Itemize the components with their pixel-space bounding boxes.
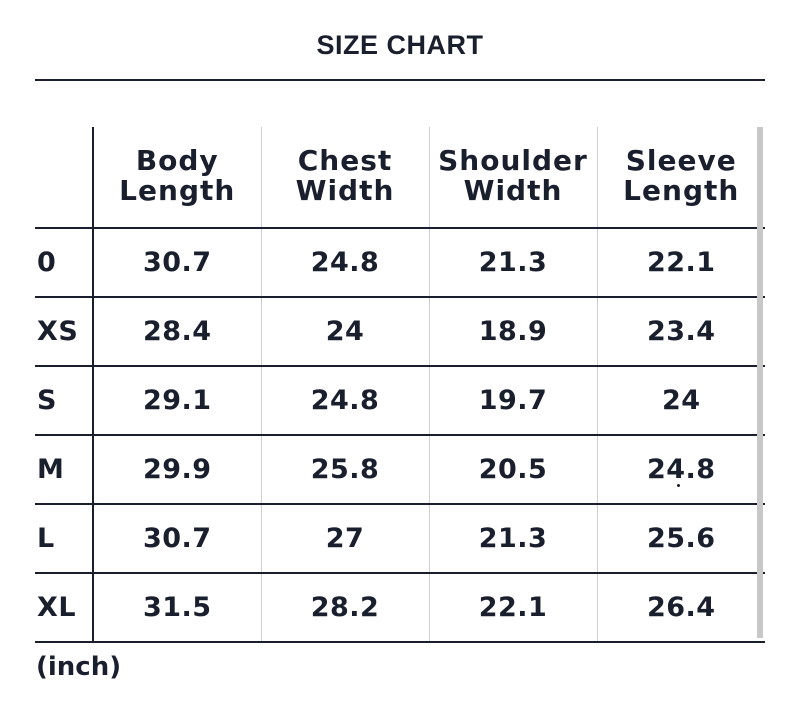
size-label: XS: [35, 296, 94, 366]
shoulder-width-cell: 20.5: [428, 434, 597, 504]
stray-mark: [677, 484, 680, 487]
chest-width-cell: 28.2: [260, 572, 429, 643]
size-label: 0: [35, 227, 94, 297]
table-row-size-m: M 29.9 25.8 20.5 24.8: [35, 434, 765, 504]
body-length-cell: 29.9: [93, 434, 261, 504]
column-header-line: Length: [623, 173, 740, 207]
sleeve-length-cell: 23.4: [596, 296, 765, 366]
size-label: S: [35, 365, 94, 435]
table-row-size-l: L 30.7 27 21.3 25.6: [35, 503, 765, 573]
chest-width-cell: 24: [260, 296, 429, 366]
shoulder-width-cell: 22.1: [428, 572, 597, 643]
column-header-line: Width: [295, 173, 395, 207]
table-row-size-xl: XL 31.5 28.2 22.1 26.4: [35, 572, 765, 643]
column-header-body-length: Body Length: [92, 127, 261, 228]
body-length-cell: 29.1: [93, 365, 261, 435]
size-chart-table: Body Length Chest Width Shoulder Width S…: [35, 127, 765, 643]
body-length-cell: 31.5: [93, 572, 261, 643]
column-header-shoulder-width: Shoulder Width: [428, 127, 597, 228]
body-length-cell: 28.4: [93, 296, 261, 366]
header-corner-cell: [35, 127, 94, 228]
sleeve-length-cell: 24.8: [596, 434, 765, 504]
sleeve-length-cell: 22.1: [596, 227, 765, 297]
size-table: Body Length Chest Width Shoulder Width S…: [35, 127, 765, 643]
shoulder-width-cell: 21.3: [428, 227, 597, 297]
unit-note: (inch): [36, 652, 122, 682]
shoulder-width-cell: 18.9: [428, 296, 597, 366]
sleeve-length-cell: 25.6: [596, 503, 765, 573]
table-row-size-s: S 29.1 24.8 19.7 24: [35, 365, 765, 435]
shoulder-width-cell: 19.7: [428, 365, 597, 435]
column-header-line: Width: [463, 173, 563, 207]
chest-width-cell: 27: [260, 503, 429, 573]
chest-width-cell: 24.8: [260, 227, 429, 297]
body-length-cell: 30.7: [93, 503, 261, 573]
size-label: L: [35, 503, 94, 573]
title-divider: [35, 79, 765, 81]
column-header-line: Body: [135, 143, 219, 177]
table-row-size-0: 0 30.7 24.8 21.3 22.1: [35, 227, 765, 297]
sleeve-length-cell: 26.4: [596, 572, 765, 643]
column-header-sleeve-length: Sleeve Length: [596, 127, 765, 228]
sleeve-length-cell: 24: [596, 365, 765, 435]
table-row-size-xs: XS 28.4 24 18.9 23.4: [35, 296, 765, 366]
column-header-line: Length: [119, 173, 236, 207]
table-edge-shadow: [757, 127, 763, 638]
column-header-line: Chest: [297, 143, 393, 177]
size-label: M: [35, 434, 94, 504]
header-row: Body Length Chest Width Shoulder Width S…: [35, 127, 765, 228]
column-header-line: Shoulder: [438, 143, 588, 177]
shoulder-width-cell: 21.3: [428, 503, 597, 573]
page-title: SIZE CHART: [316, 30, 484, 60]
chest-width-cell: 24.8: [260, 365, 429, 435]
column-header-line: Sleeve: [625, 143, 737, 177]
size-label: XL: [35, 572, 94, 643]
chest-width-cell: 25.8: [260, 434, 429, 504]
body-length-cell: 30.7: [93, 227, 261, 297]
column-header-chest-width: Chest Width: [260, 127, 429, 228]
